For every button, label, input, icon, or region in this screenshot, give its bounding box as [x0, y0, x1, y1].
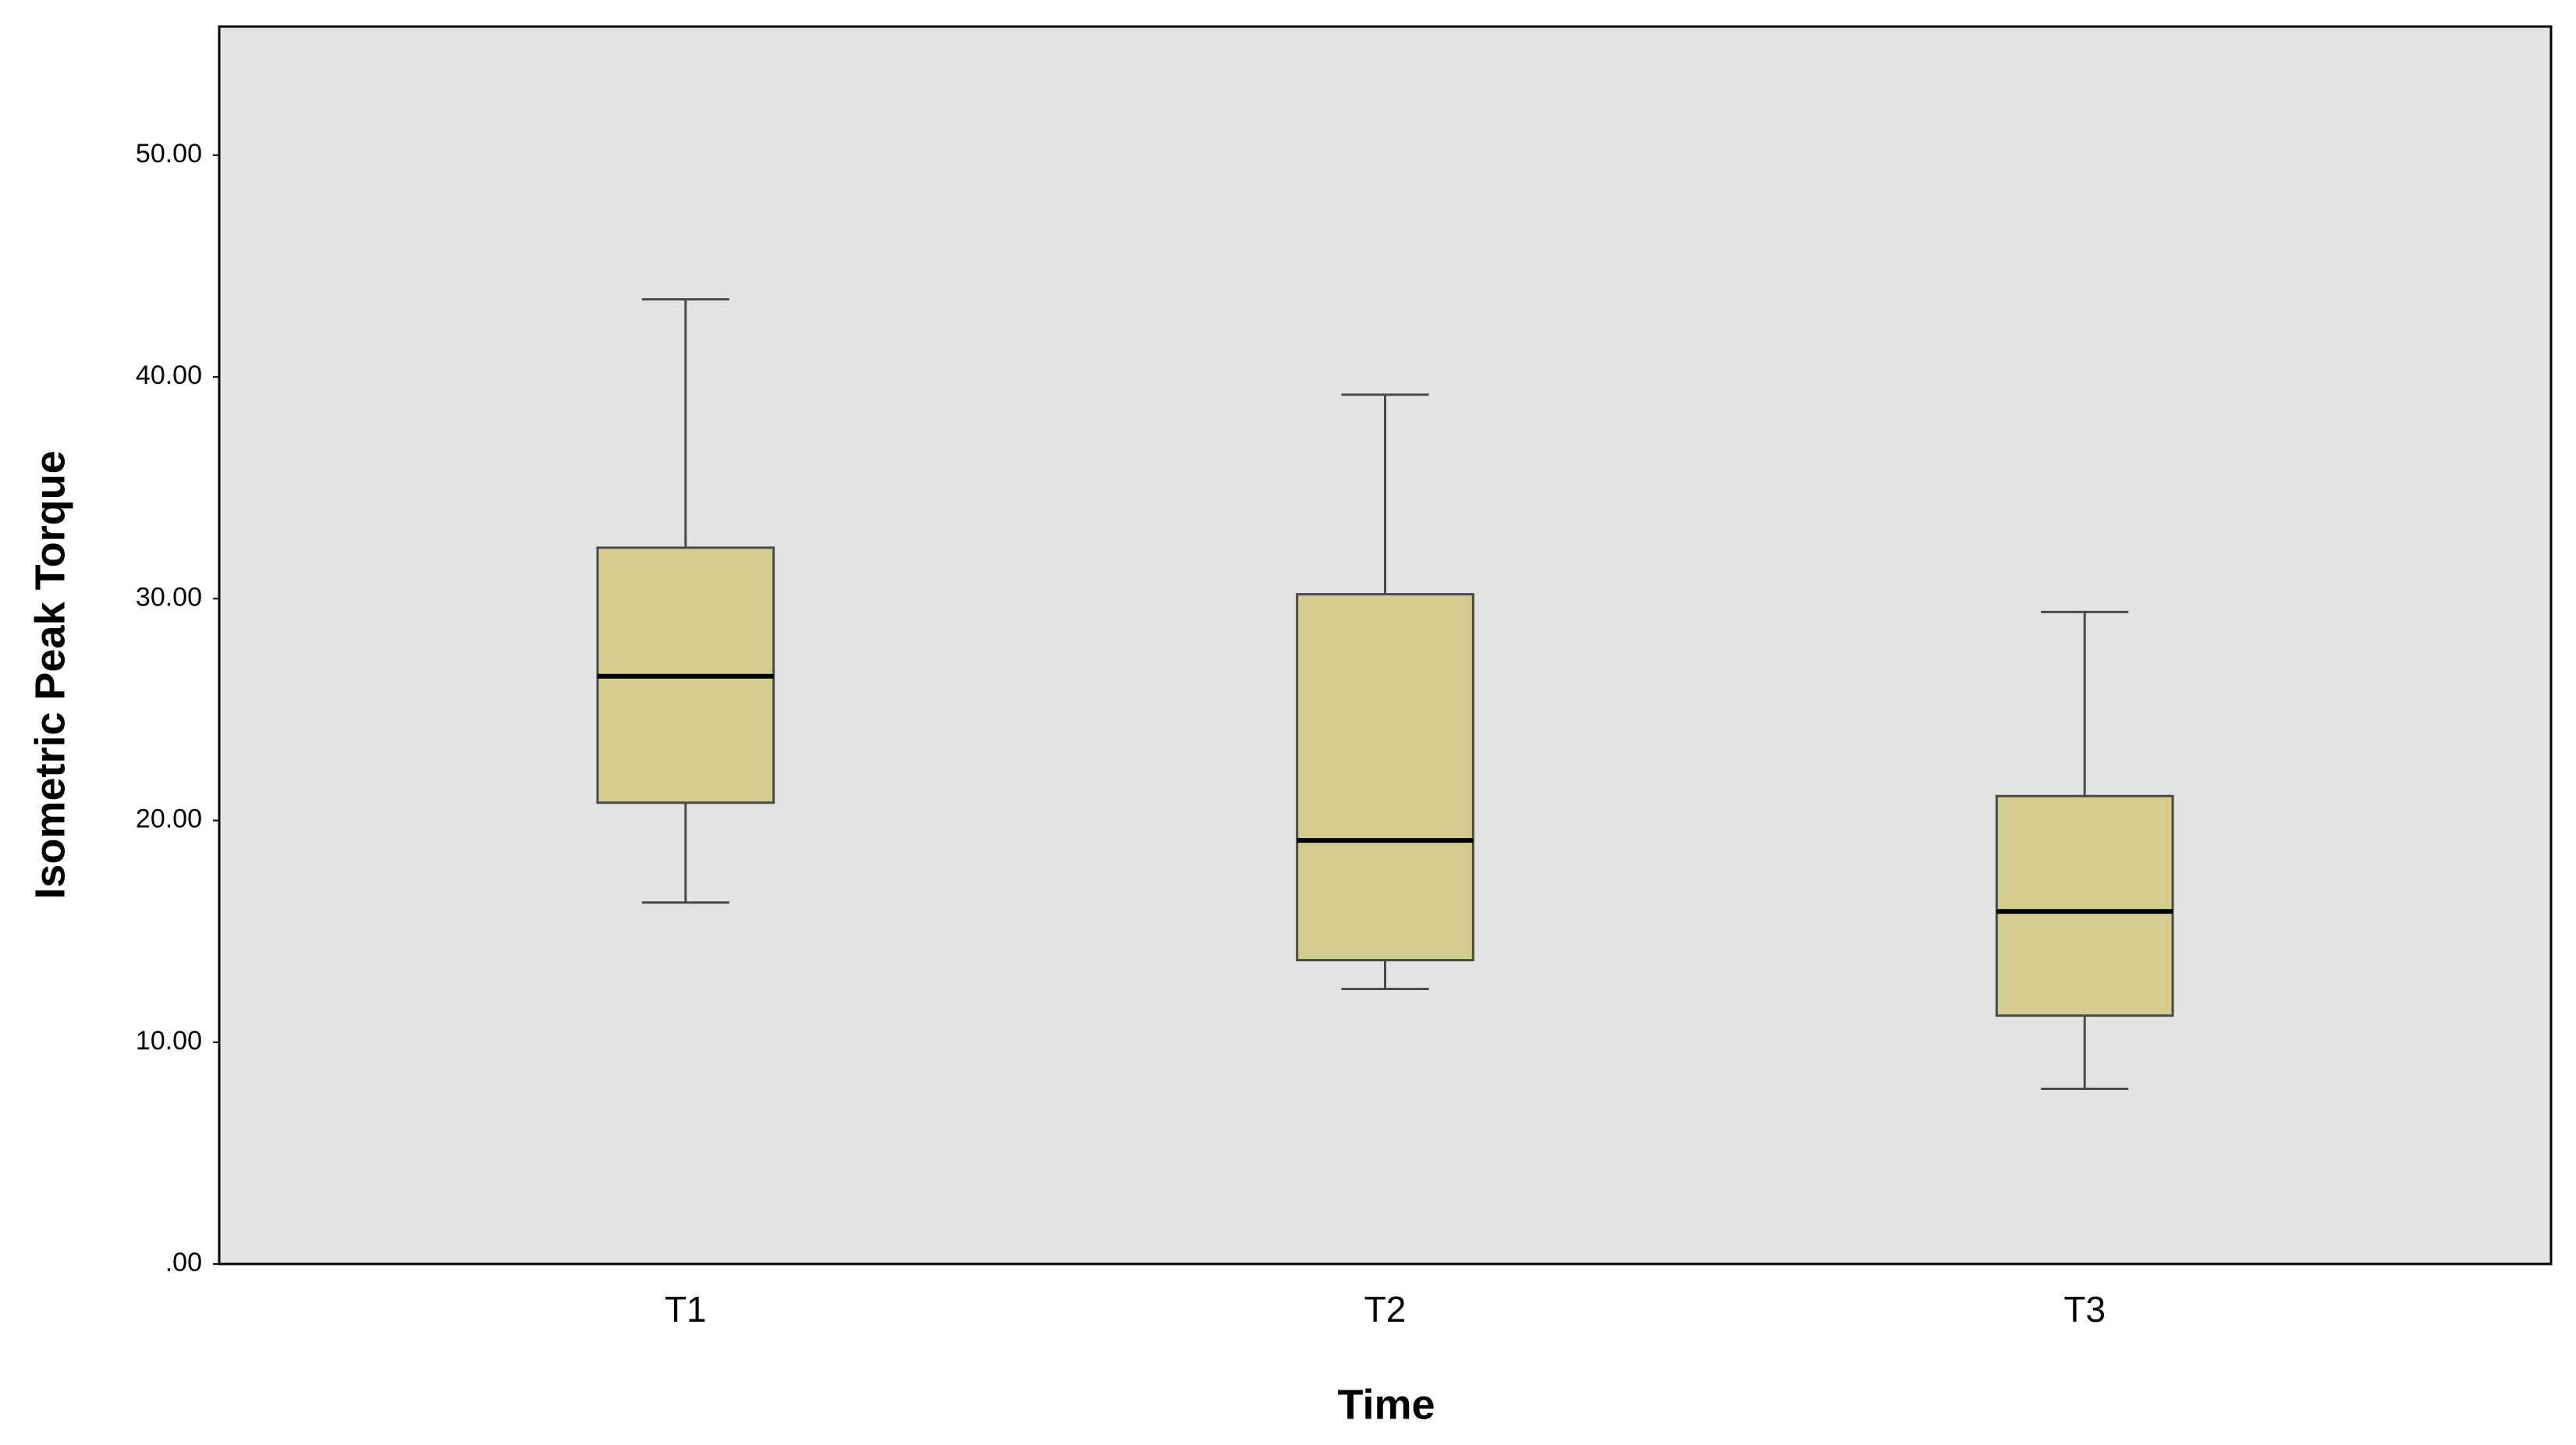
x-tick-label: T2: [1364, 1289, 1407, 1330]
x-tick-label: T1: [665, 1289, 707, 1330]
y-tick-label: 20.00: [136, 804, 202, 834]
x-tick-label: T3: [2063, 1289, 2106, 1330]
y-tick-label: .00: [165, 1248, 202, 1277]
box: [1296, 593, 1474, 962]
plot-frame: [218, 25, 2553, 1266]
y-tick-label: 30.00: [136, 582, 202, 612]
y-axis-title: Isometric Peak Torque: [27, 450, 73, 899]
y-tick-label: 10.00: [136, 1026, 202, 1056]
box: [1995, 794, 2174, 1017]
y-tick-label: 40.00: [136, 360, 202, 390]
x-axis-title: Time: [1337, 1381, 1435, 1428]
y-tick-label: 50.00: [136, 139, 202, 169]
